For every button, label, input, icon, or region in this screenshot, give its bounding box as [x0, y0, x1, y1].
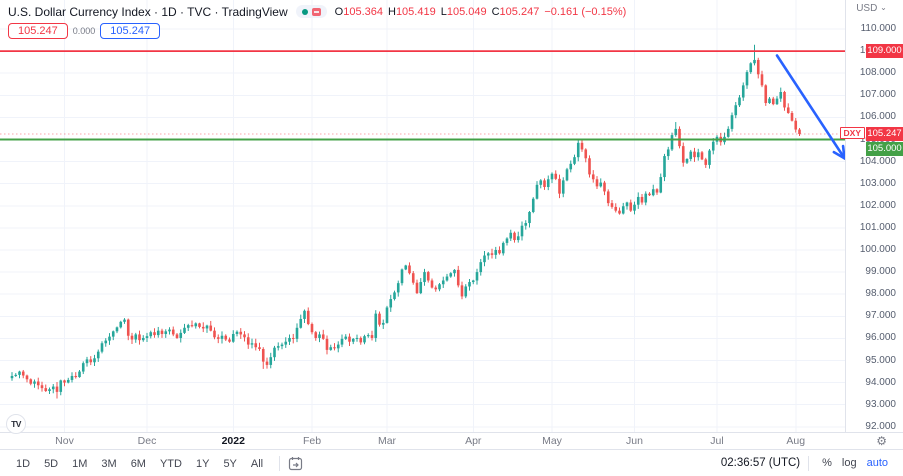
price-tick-label: 110.000 — [860, 23, 896, 34]
candle-series[interactable] — [10, 44, 801, 399]
change-value: −0.161 (−0.15%) — [544, 5, 627, 18]
tradingview-logo[interactable]: TV — [6, 414, 26, 434]
range-button-All[interactable]: All — [250, 458, 264, 470]
time-axis-label: Nov — [55, 435, 74, 447]
time-axis-label: Dec — [137, 435, 157, 447]
range-buttons: 1D 5D 1M 3M 6M YTD 1Y 5Y All — [10, 454, 271, 472]
chevron-down-icon: ⌄ — [880, 3, 887, 12]
log-scale-button[interactable]: log — [841, 457, 857, 469]
sell-price-badge[interactable]: 105.247 — [8, 23, 68, 39]
notifications-icon — [311, 7, 321, 16]
bottom-toolbar: 1D 5D 1M 3M 6M YTD 1Y 5Y All 02:36:57 (UTC) % lo… — [0, 449, 903, 476]
symbol-badge: DXY — [839, 127, 865, 140]
support-price-badge: 105.000 — [866, 141, 903, 156]
trend-arrow[interactable] — [775, 54, 845, 161]
price-tick-label: 98.000 — [865, 288, 896, 300]
range-button-6M[interactable]: 6M — [130, 458, 146, 470]
divider — [808, 455, 810, 471]
time-axis-label: 2022 — [221, 435, 245, 447]
range-button-1D[interactable]: 1D — [16, 458, 31, 470]
time-axis-label: Jul — [710, 435, 724, 447]
last-price-badge: 105.247 — [866, 127, 903, 142]
price-tick-label: 93.000 — [865, 398, 896, 410]
go-to-date-icon[interactable] — [288, 456, 303, 471]
price-axis[interactable]: USD ⌄ 110.000 109.000 108.000 107.000 106.00… — [839, 0, 903, 432]
range-button-5Y[interactable]: 5Y — [223, 458, 237, 470]
range-button-1Y[interactable]: 1Y — [195, 458, 210, 470]
price-tick-label: 99.000 — [865, 266, 896, 278]
percent-scale-button[interactable]: % — [822, 457, 832, 469]
range-button-3M[interactable]: 3M — [101, 458, 117, 470]
price-tick-label: 106.000 — [859, 111, 896, 123]
auto-scale-button[interactable]: auto — [866, 457, 888, 469]
time-axis-label: May — [542, 435, 562, 447]
spread-value: 0.000 — [72, 26, 96, 36]
price-tick-label: 107.000 — [859, 89, 896, 101]
price-tick-label: 103.000 — [859, 177, 896, 189]
settings-gear-icon[interactable]: ⚙ — [876, 434, 887, 448]
ohlc-values: O105.364 H105.419 L105.049 C105.247 −0.1… — [334, 5, 627, 18]
price-tick-label: 96.000 — [865, 332, 896, 344]
price-tick-label: 102.000 — [859, 199, 896, 211]
price-tick-label: 104.000 — [859, 155, 896, 167]
time-axis-label: Mar — [377, 435, 397, 447]
price-tick-label: 95.000 — [865, 354, 896, 366]
time-axis[interactable]: Nov Dec 2022 Feb Mar Apr May Jun Jul Aug ⚙ — [0, 432, 903, 449]
price-tick-label: 108.000 — [859, 67, 896, 79]
range-button-5D[interactable]: 5D — [44, 458, 59, 470]
price-tick-label: 92.000 — [865, 420, 896, 432]
time-axis-label: Jun — [626, 435, 643, 447]
time-axis-label: Apr — [465, 435, 482, 447]
time-axis-label: Feb — [302, 435, 322, 447]
market-status-pill[interactable] — [295, 5, 327, 18]
buy-price-badge[interactable]: 105.247 — [100, 23, 161, 39]
chart-legend: U.S. Dollar Currency Index · 1D · TVC · … — [8, 4, 626, 39]
candlestick-chart[interactable] — [0, 0, 845, 432]
market-open-dot-icon — [301, 8, 308, 15]
currency-selector[interactable]: USD ⌄ — [856, 3, 887, 14]
price-tick-label: 101.000 — [859, 221, 896, 233]
grid-lines — [0, 0, 845, 432]
clock-timezone[interactable]: 02:36:57 (UTC) — [720, 457, 801, 469]
range-button-YTD[interactable]: YTD — [159, 458, 182, 470]
divider — [279, 455, 281, 471]
chart-legend-title: U.S. Dollar Currency Index · 1D · TVC · … — [8, 4, 288, 19]
chart-pane[interactable]: TV — [0, 0, 845, 434]
price-tick-label: 97.000 — [865, 310, 896, 322]
range-button-1M[interactable]: 1M — [72, 458, 88, 470]
resistance-price-badge: 109.000 — [866, 44, 903, 59]
price-tick-label: 94.000 — [865, 376, 896, 388]
price-tick-label: 100.000 — [859, 244, 896, 255]
time-axis-label: Aug — [786, 435, 806, 447]
